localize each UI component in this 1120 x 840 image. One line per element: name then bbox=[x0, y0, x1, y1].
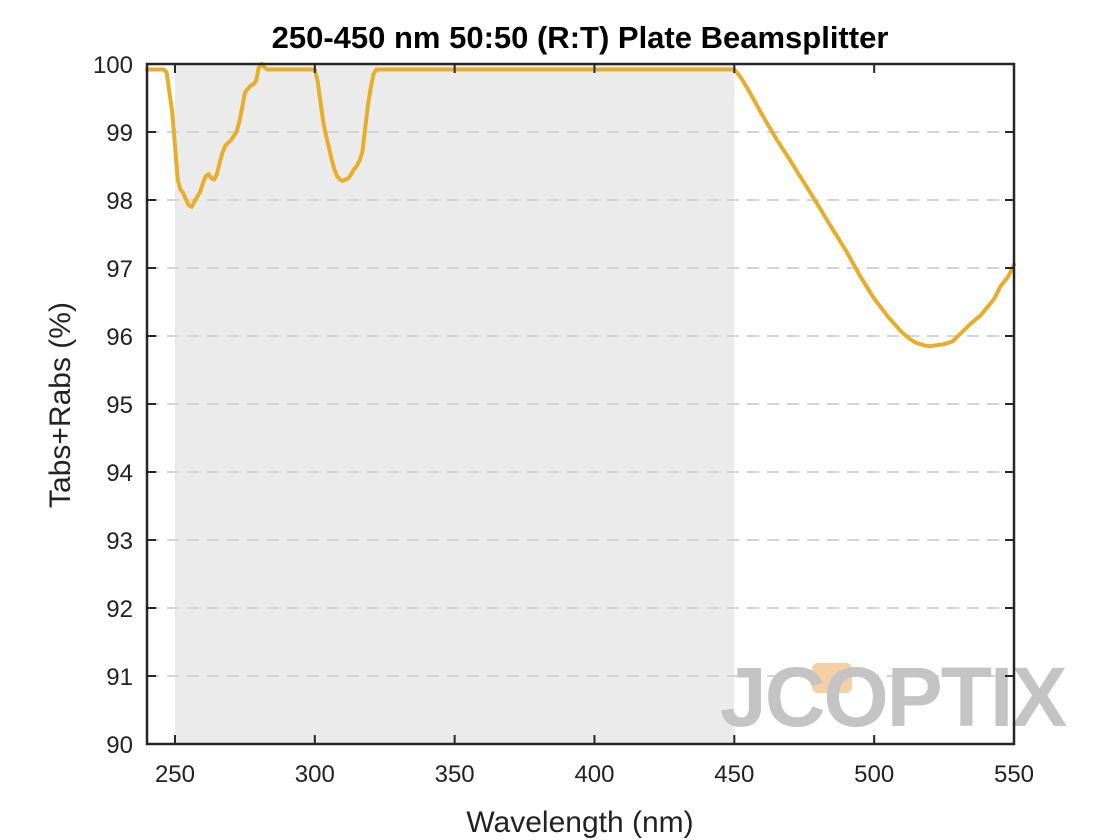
logo-accent bbox=[812, 663, 852, 693]
y-tick-label: 95 bbox=[106, 392, 133, 419]
x-axis-title: Wavelength (nm) bbox=[466, 806, 693, 839]
y-tick-label: 97 bbox=[106, 256, 133, 283]
x-tick-label: 300 bbox=[295, 761, 335, 788]
logo-text: JCOPTIX bbox=[720, 650, 1067, 744]
x-tick-label: 250 bbox=[155, 761, 195, 788]
x-tick-label: 400 bbox=[574, 761, 614, 788]
y-tick-labels: 90 91 92 93 94 95 96 97 98 99 100 bbox=[93, 52, 133, 759]
y-tick-label: 96 bbox=[106, 324, 133, 351]
x-tick-label: 550 bbox=[994, 761, 1034, 788]
chart-title: 250-450 nm 50:50 (R:T) Plate Beamsplitte… bbox=[272, 20, 889, 55]
y-tick-label: 90 bbox=[106, 732, 133, 759]
y-tick-label: 92 bbox=[106, 596, 133, 623]
y-tick-label: 91 bbox=[106, 664, 133, 691]
y-tick-label: 99 bbox=[106, 120, 133, 147]
y-tick-label: 93 bbox=[106, 528, 133, 555]
x-tick-labels: 250 300 350 400 450 500 550 bbox=[155, 761, 1034, 788]
y-tick-label: 98 bbox=[106, 188, 133, 215]
jcoptix-logo-watermark: JCOPTIX bbox=[720, 650, 1069, 744]
y-tick-label: 94 bbox=[106, 460, 133, 487]
axis-ticks bbox=[147, 63, 1015, 745]
series-line bbox=[145, 62, 1016, 349]
x-tick-label: 450 bbox=[714, 761, 754, 788]
grid-lines bbox=[147, 131, 1014, 677]
y-tick-label: 100 bbox=[93, 52, 133, 79]
x-tick-label: 500 bbox=[854, 761, 894, 788]
x-tick-label: 350 bbox=[435, 761, 475, 788]
y-axis-title: Tabs+Rabs (%) bbox=[44, 302, 77, 508]
